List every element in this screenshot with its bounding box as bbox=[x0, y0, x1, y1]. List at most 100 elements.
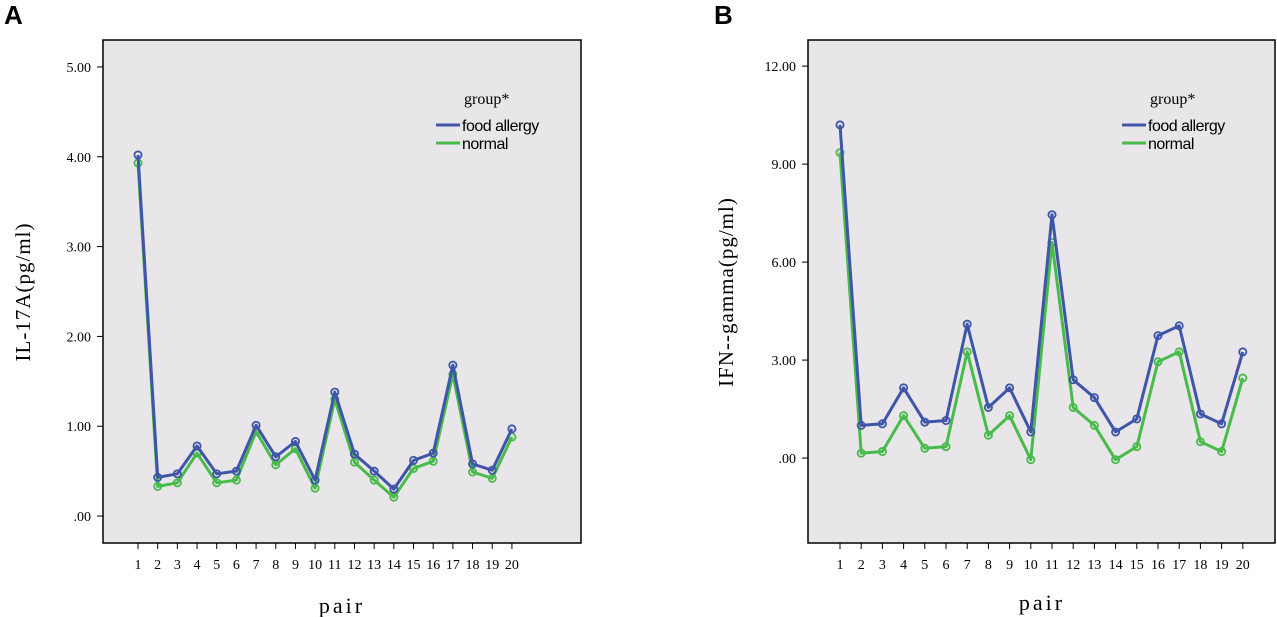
data-point-food-allergy-a bbox=[251, 420, 261, 430]
legend-b: group* food allergy normal bbox=[1122, 91, 1226, 153]
data-point-food-allergy-a bbox=[310, 475, 320, 485]
y-tick-label-b: 9.00 bbox=[772, 158, 797, 173]
y-tick-label-b: .00 bbox=[779, 452, 797, 467]
x-tick-label-b: 14 bbox=[1109, 558, 1123, 573]
x-tick-label-a: 10 bbox=[308, 558, 322, 573]
data-point-normal-a bbox=[172, 478, 182, 488]
plot-area-a bbox=[102, 39, 582, 544]
x-tick-label-b: 19 bbox=[1215, 558, 1229, 573]
series-line-normal-a bbox=[136, 163, 514, 499]
x-tick-label-b: 4 bbox=[900, 558, 907, 573]
x-tick-label-b: 18 bbox=[1193, 558, 1207, 573]
data-point-normal-a bbox=[212, 478, 222, 488]
x-axis-b: 1 2 3 4 5 6 7 8 9 10 11 12 13 14 15 16 17 18 19 20 bbox=[837, 543, 1250, 573]
data-point-food-allergy-a bbox=[133, 150, 143, 160]
x-tick-label-b: 15 bbox=[1130, 558, 1144, 573]
data-point-food-allergy-b bbox=[920, 417, 930, 427]
y-tick-label-a: 4.00 bbox=[67, 151, 92, 166]
data-point-normal-b bbox=[1238, 373, 1248, 383]
x-tick-label-a: 20 bbox=[505, 558, 519, 573]
data-point-food-allergy-b bbox=[1111, 427, 1121, 437]
y-tick-label-b: 3.00 bbox=[772, 354, 797, 369]
legend-label-food-allergy-a: food allergy bbox=[462, 118, 539, 135]
y-tick-label-b: 6.00 bbox=[772, 256, 797, 271]
data-point-food-allergy-b bbox=[941, 416, 951, 426]
x-tick-label-a: 5 bbox=[213, 558, 220, 573]
data-point-normal-b bbox=[962, 347, 972, 357]
y-tick-label-a: 3.00 bbox=[67, 241, 92, 256]
x-tick-label-b: 11 bbox=[1045, 558, 1058, 573]
x-tick-label-a: 4 bbox=[194, 558, 201, 573]
data-point-food-allergy-b bbox=[899, 383, 909, 393]
x-axis-label-b: pair bbox=[1019, 590, 1065, 615]
data-point-food-allergy-b bbox=[877, 419, 887, 429]
data-point-normal-b bbox=[1195, 437, 1205, 447]
y-tick-label-a: 5.00 bbox=[67, 61, 92, 76]
data-point-food-allergy-a bbox=[468, 459, 478, 469]
x-tick-label-b: 17 bbox=[1172, 558, 1186, 573]
data-point-food-allergy-a bbox=[369, 466, 379, 476]
data-point-food-allergy-a bbox=[271, 452, 281, 462]
data-point-normal-b bbox=[920, 443, 930, 453]
x-tick-label-a: 15 bbox=[407, 558, 421, 573]
y-tick-label-a: .00 bbox=[74, 510, 92, 525]
data-point-food-allergy-b bbox=[1174, 321, 1184, 331]
x-tick-label-a: 3 bbox=[174, 558, 181, 573]
x-tick-label-b: 9 bbox=[1006, 558, 1013, 573]
x-tick-label-a: 11 bbox=[328, 558, 341, 573]
panel-letter-a: A bbox=[4, 0, 23, 30]
data-point-normal-b bbox=[1005, 411, 1015, 421]
x-tick-label-b: 16 bbox=[1151, 558, 1165, 573]
data-point-food-allergy-b bbox=[1195, 409, 1205, 419]
x-tick-label-a: 14 bbox=[387, 558, 401, 573]
data-point-food-allergy-b bbox=[1238, 347, 1248, 357]
data-point-food-allergy-a bbox=[487, 465, 497, 475]
x-tick-label-a: 1 bbox=[135, 558, 142, 573]
chart-panel-a: A .001.002.003.004.005.00 1 2 3 4 5 6 7 8 9 10 11 1… bbox=[4, 0, 582, 617]
x-tick-label-a: 8 bbox=[272, 558, 279, 573]
data-point-normal-b bbox=[835, 148, 845, 158]
data-point-food-allergy-a bbox=[231, 466, 241, 476]
data-point-food-allergy-b bbox=[1132, 414, 1142, 424]
data-point-food-allergy-a bbox=[192, 441, 202, 451]
x-tick-label-b: 3 bbox=[879, 558, 886, 573]
legend-title-a: group* bbox=[464, 91, 509, 108]
x-tick-label-a: 9 bbox=[292, 558, 299, 573]
legend-a: group* food allergy normal bbox=[436, 91, 540, 153]
x-tick-label-a: 18 bbox=[466, 558, 480, 573]
x-tick-label-b: 13 bbox=[1087, 558, 1101, 573]
data-point-food-allergy-a bbox=[290, 437, 300, 447]
data-point-food-allergy-b bbox=[1217, 419, 1227, 429]
legend-label-food-allergy-b: food allergy bbox=[1148, 118, 1225, 135]
y-axis-label-b: IFN--gamma(pg/ml) bbox=[714, 197, 738, 387]
data-point-normal-b bbox=[1217, 447, 1227, 457]
data-point-food-allergy-a bbox=[448, 360, 458, 370]
series-layer-b bbox=[835, 120, 1248, 465]
data-point-food-allergy-a bbox=[212, 469, 222, 479]
data-point-normal-b bbox=[1089, 420, 1099, 430]
data-point-normal-b bbox=[1111, 455, 1121, 465]
x-tick-label-a: 2 bbox=[154, 558, 161, 573]
x-tick-label-a: 12 bbox=[347, 558, 361, 573]
y-axis-a: .00 1.00 2.00 3.00 4.00 5.00 bbox=[67, 61, 103, 525]
x-tick-label-b: 5 bbox=[921, 558, 928, 573]
data-point-normal-b bbox=[877, 447, 887, 457]
x-tick-label-a: 7 bbox=[253, 558, 260, 573]
x-tick-label-b: 1 bbox=[837, 558, 844, 573]
data-point-normal-b bbox=[899, 411, 909, 421]
legend-label-normal-a: normal bbox=[462, 136, 508, 153]
data-point-food-allergy-a bbox=[507, 424, 517, 434]
legend-title-b: group* bbox=[1150, 91, 1195, 108]
data-point-food-allergy-b bbox=[983, 402, 993, 412]
y-axis-label-a: IL-17A(pg/ml) bbox=[11, 223, 35, 362]
data-point-normal-b bbox=[941, 442, 951, 452]
x-tick-label-a: 19 bbox=[485, 558, 499, 573]
data-point-normal-b bbox=[1068, 402, 1078, 412]
data-point-normal-b bbox=[856, 448, 866, 458]
data-point-food-allergy-a bbox=[172, 469, 182, 479]
data-point-food-allergy-b bbox=[835, 120, 845, 130]
x-tick-label-b: 6 bbox=[943, 558, 950, 573]
data-point-normal-b bbox=[983, 430, 993, 440]
data-point-food-allergy-a bbox=[330, 387, 340, 397]
